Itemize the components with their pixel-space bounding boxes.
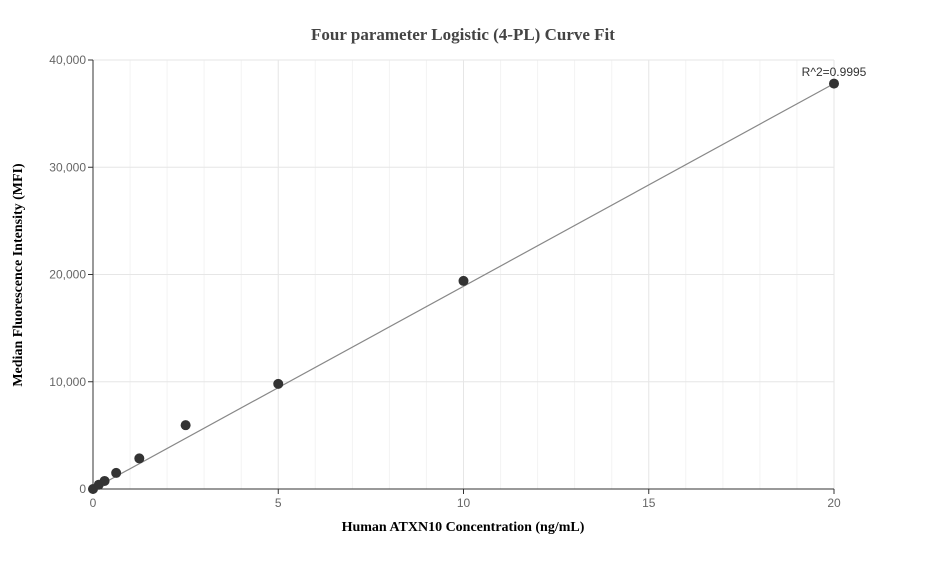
y-tick-label: 40,000	[49, 53, 86, 67]
x-tick-label: 15	[642, 496, 656, 510]
x-tick-label: 20	[827, 496, 841, 510]
data-point	[458, 275, 469, 286]
y-tick-label: 30,000	[49, 160, 86, 174]
data-point	[134, 453, 145, 464]
data-point	[99, 475, 110, 486]
x-tick-label: 10	[457, 496, 471, 510]
r-squared-annotation: R^2=0.9995	[802, 65, 867, 79]
grid	[93, 59, 835, 489]
x-tick-label: 5	[275, 496, 282, 510]
data-points	[88, 78, 839, 494]
y-tick-label: 20,000	[49, 268, 86, 282]
tick-labels: 0 5 10 15 20 0 10,000 20,000 30,000 40,000	[49, 53, 841, 510]
fit-line	[92, 83, 835, 490]
chart-title: Four parameter Logistic (4-PL) Curve Fit	[311, 25, 615, 44]
x-tick-label: 0	[90, 496, 97, 510]
axes	[88, 59, 835, 494]
y-tick-label: 0	[79, 482, 86, 496]
data-point	[111, 467, 122, 478]
y-tick-label: 10,000	[49, 375, 86, 389]
data-point	[180, 420, 191, 431]
data-point	[273, 378, 284, 389]
data-point	[829, 78, 839, 89]
fit-curve	[92, 83, 835, 490]
x-axis-title: Human ATXN10 Concentration (ng/mL)	[342, 520, 585, 535]
y-axis-title: Median Fluorescence Intensity (MFI)	[11, 163, 26, 387]
